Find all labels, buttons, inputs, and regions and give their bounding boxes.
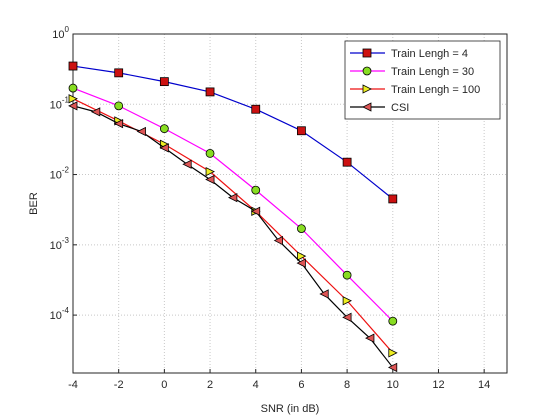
marker	[297, 224, 306, 234]
series-line	[72, 98, 394, 354]
marker	[68, 61, 78, 71]
x-tick-label: 12	[432, 379, 444, 391]
x-tick-label: 14	[478, 379, 490, 391]
marker	[388, 316, 398, 326]
x-tick-label: 8	[344, 379, 350, 391]
marker	[362, 48, 372, 58]
marker	[362, 84, 372, 94]
marker	[68, 94, 78, 104]
marker	[362, 66, 372, 76]
marker	[114, 101, 124, 111]
legend-label: Train Lengh = 30	[391, 66, 474, 78]
marker	[228, 192, 238, 203]
x-tick-label: 0	[161, 379, 167, 391]
x-tick-label: 4	[253, 379, 259, 391]
marker	[251, 185, 261, 195]
marker	[388, 194, 398, 204]
marker	[113, 119, 124, 129]
marker	[205, 166, 215, 177]
x-tick-label: -2	[114, 379, 124, 391]
series-line	[72, 65, 394, 200]
marker	[90, 107, 101, 117]
marker	[68, 101, 78, 111]
marker	[387, 362, 398, 373]
x-tick-label: 6	[298, 379, 304, 391]
marker	[205, 148, 215, 158]
legend: Train Lengh = 4 Train Lengh = 30 Train Len…	[344, 40, 501, 120]
y-tick-label: 10-1	[50, 95, 70, 111]
x-tick-label: 2	[207, 379, 213, 391]
marker	[251, 104, 261, 114]
marker	[362, 102, 372, 112]
legend-label: Train Lengh = 4	[391, 48, 468, 60]
marker	[250, 206, 261, 216]
y-axis-label: BER	[28, 192, 40, 215]
marker	[297, 251, 307, 261]
y-tick-label: 10-4	[50, 306, 70, 322]
marker	[388, 348, 398, 358]
marker	[297, 126, 306, 136]
marker	[68, 83, 78, 93]
marker	[342, 270, 352, 280]
marker	[342, 157, 352, 167]
marker	[182, 159, 192, 169]
legend-label: Train Lengh = 100	[391, 84, 480, 96]
axes-box	[72, 33, 508, 374]
y-tick-label: 100	[52, 25, 69, 41]
marker	[159, 77, 169, 87]
marker	[342, 312, 352, 322]
marker	[114, 68, 124, 78]
marker	[342, 296, 352, 306]
marker	[365, 333, 375, 343]
y-tick-label: 10-2	[50, 166, 70, 182]
x-tick-label: 10	[387, 379, 399, 391]
marker	[296, 258, 306, 268]
x-axis-label: SNR (in dB)	[261, 403, 320, 415]
marker	[159, 124, 169, 134]
marker	[159, 143, 169, 153]
series-line	[72, 87, 394, 322]
marker	[205, 87, 215, 97]
y-tick-label: 10-3	[50, 236, 70, 252]
marker	[319, 289, 329, 299]
marker	[273, 235, 283, 246]
legend-label: CSI	[391, 102, 409, 114]
marker	[136, 126, 146, 137]
x-tick-label: -4	[68, 379, 78, 391]
marker	[205, 174, 215, 185]
